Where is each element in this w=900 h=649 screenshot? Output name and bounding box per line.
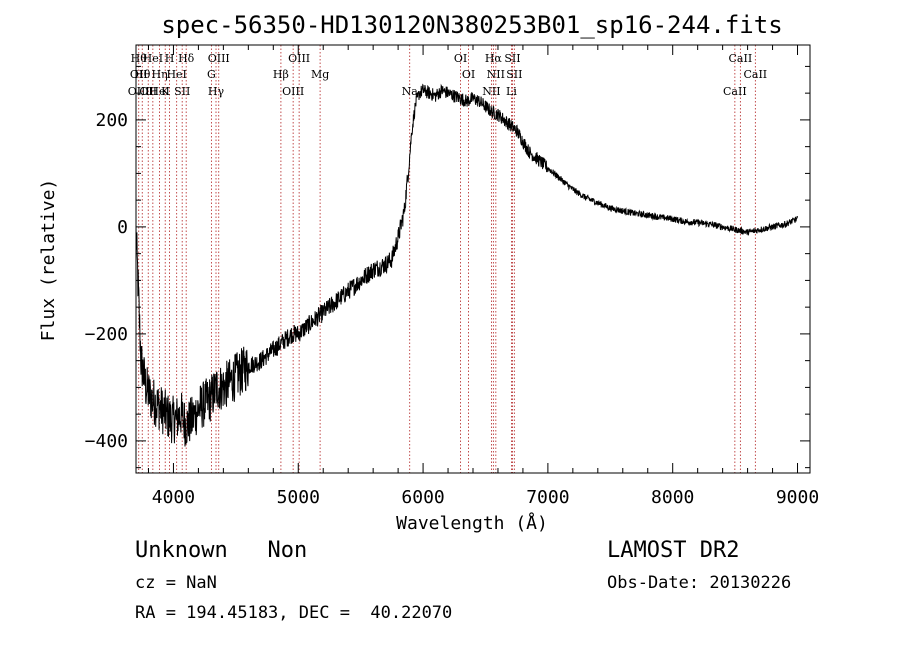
line-label: Li xyxy=(506,85,517,98)
x-tick-label: 9000 xyxy=(776,487,819,508)
line-label: OIII xyxy=(282,85,304,98)
line-label: OII xyxy=(139,85,157,98)
x-axis-label: Wavelength (Å) xyxy=(396,512,548,534)
y-axis-ticks: −400 −200 0 200 xyxy=(85,65,810,469)
redshift-text: cz = NaN xyxy=(135,573,217,593)
y-tick-label: 0 xyxy=(117,217,128,238)
line-label: Mg xyxy=(311,68,329,81)
chart-title: spec-56350-HD130120N380253B01_sp16-244.f… xyxy=(161,11,782,39)
object-class-text: Unknown Non xyxy=(135,538,308,563)
line-label: CaII xyxy=(743,68,767,81)
line-label: SII xyxy=(174,85,190,98)
spectrum-line xyxy=(135,83,798,447)
line-label: K xyxy=(161,85,170,98)
spectral-line-markers xyxy=(138,45,756,473)
line-label: Hβ xyxy=(273,68,289,81)
x-tick-label: 4000 xyxy=(152,487,195,508)
line-label: NII xyxy=(482,85,500,98)
line-label: H xyxy=(165,52,175,65)
line-label: Hδ xyxy=(178,52,195,65)
line-label: CaII xyxy=(723,85,747,98)
obs-date-text: Obs-Date: 20130226 xyxy=(607,573,792,593)
x-tick-label: 5000 xyxy=(277,487,320,508)
y-tick-label: 200 xyxy=(95,110,128,131)
x-tick-label: 6000 xyxy=(401,487,444,508)
line-label: G xyxy=(207,68,216,81)
line-label: HeI xyxy=(149,85,169,98)
y-axis-label: Flux (relative) xyxy=(38,179,59,342)
line-label: OII xyxy=(130,68,148,81)
line-label: SII xyxy=(504,52,520,65)
y-tick-label: −200 xyxy=(85,324,128,345)
y-tick-label: −400 xyxy=(85,431,128,452)
line-label: Hθ xyxy=(131,52,148,65)
line-label: OIII xyxy=(128,85,150,98)
line-label: Hη xyxy=(151,68,167,81)
line-label: Hθ xyxy=(134,68,151,81)
line-label: SII xyxy=(506,68,522,81)
line-label: OI xyxy=(454,52,467,65)
x-tick-label: 7000 xyxy=(526,487,569,508)
line-label: OI xyxy=(462,68,475,81)
line-label: CaII xyxy=(729,52,753,65)
plot-frame xyxy=(135,44,811,474)
spectral-line-labels: HθOIIOIIIHθOIIHeIHηHeIKHHeISIIHδGHγOIIIH… xyxy=(128,52,767,98)
survey-name-text: LAMOST DR2 xyxy=(607,538,740,563)
line-label: NII xyxy=(487,68,505,81)
x-tick-label: 8000 xyxy=(651,487,694,508)
line-label: Hα xyxy=(485,52,503,65)
series-layer xyxy=(135,83,798,447)
line-label: OIII xyxy=(288,52,310,65)
line-label: HeI xyxy=(166,68,186,81)
line-label: HeI xyxy=(143,52,163,65)
x-axis-ticks: 4000 5000 6000 7000 8000 9000 xyxy=(147,45,819,508)
coordinates-text: RA = 194.45183, DEC = 40.22070 xyxy=(135,603,453,623)
line-label: OIII xyxy=(208,52,230,65)
line-label: Hγ xyxy=(208,85,225,98)
line-label: Na xyxy=(402,85,419,98)
